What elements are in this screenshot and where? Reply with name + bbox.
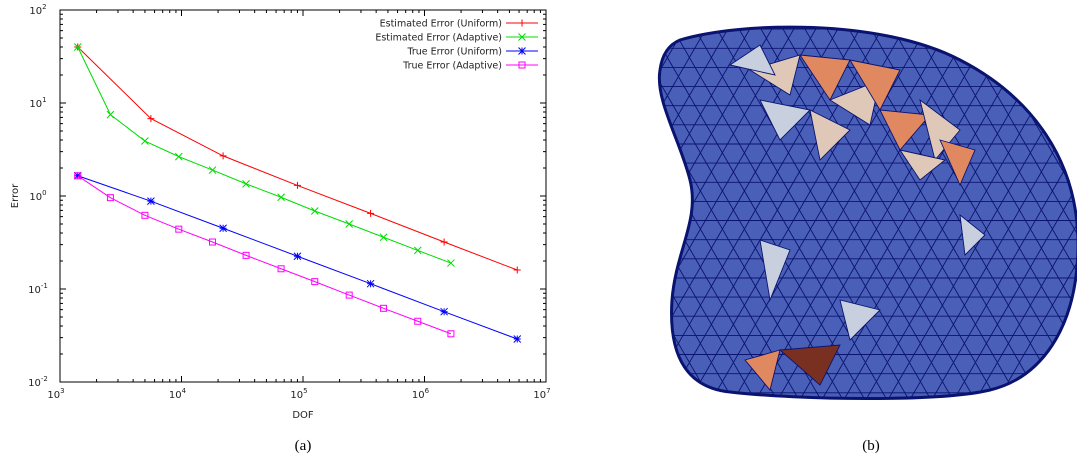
data-point [447,330,455,338]
data-point [208,166,217,174]
refined-element [939,139,976,187]
refined-element [839,299,881,341]
series-1 [74,43,521,274]
data-point [73,43,82,51]
data-point [379,233,388,242]
data-point [242,180,250,188]
data-point [277,265,285,273]
data-point [440,238,448,246]
series-4 [74,172,455,338]
data-point [414,317,422,325]
data-point [106,194,114,202]
data-point [380,304,388,312]
mesh-outline [657,25,1077,400]
data-point [513,335,522,343]
data-point [141,211,149,219]
data-point [345,220,354,228]
data-point [367,209,375,217]
refined-element [809,109,851,161]
data-point [219,224,227,233]
legend-marker [518,47,526,55]
data-point [345,291,353,299]
axis-ticks: 103 104 105 106 107 10-2 10-1 100 101 102 [28,3,550,401]
legend-label: True Error (Uniform) [406,47,502,58]
x-tick-label: 103 [47,387,64,401]
series-3 [73,171,522,343]
y-tick-label: 10-1 [28,282,48,296]
refined-element [959,213,986,256]
series-line [77,46,452,264]
refined-element [759,239,791,302]
data-point [310,207,319,215]
legend-marker [518,19,526,27]
refined-element [799,54,851,101]
data-point [209,238,217,246]
data-point [219,152,227,160]
data-point [293,252,302,261]
data-point [311,278,319,286]
data-point [293,181,301,189]
refined-element [744,349,781,391]
series-line [77,175,452,335]
x-axis-label: DOF [292,410,314,421]
data-point [174,152,183,161]
x-tick-label: 107 [533,387,550,401]
data-point [242,251,250,259]
refined-element [849,59,901,111]
data-point [147,115,155,123]
x-tick-label: 104 [169,387,187,401]
y-axis-label: Error [10,183,21,208]
series-2 [73,43,455,267]
data-point [147,197,155,206]
refined-element [778,344,841,386]
legend-label: Estimated Error (Uniform) [380,19,502,30]
y-tick-label: 100 [29,189,46,203]
refined-element [728,44,776,76]
refined-patches [728,44,986,391]
y-tick-label: 101 [29,96,46,110]
caption-a: (a) [295,438,312,454]
refined-element [879,109,931,151]
refined-element [899,149,947,181]
data-point [141,137,149,145]
mesh-edges [659,27,1077,399]
data-point [440,307,448,316]
data-point [74,172,82,180]
x-tick-label: 106 [412,387,430,401]
adaptive-mesh-image [657,25,1077,400]
legend-label: Estimated Error (Adaptive) [375,33,502,44]
x-tick-label: 105 [290,387,307,401]
mesh-triangles [659,27,1077,399]
data-point [413,246,422,255]
legend-marker [518,61,526,69]
series-layer [73,43,522,343]
caption-b: (b) [862,438,880,454]
legend: Estimated Error (Uniform) Estimated Error… [375,19,538,72]
data-point [447,259,455,267]
data-point [513,266,521,274]
refined-element [759,99,811,141]
data-point [175,225,183,233]
series-line [77,46,518,271]
error-convergence-chart: 103 104 105 106 107 10-2 10-1 100 101 102 Estimat… [10,3,551,421]
data-point [277,193,285,202]
data-point [106,110,115,119]
legend-marker [518,33,526,41]
y-tick-label: 10-2 [28,375,48,389]
data-point [366,279,375,288]
y-tick-label: 102 [29,3,46,17]
legend-label: True Error (Adaptive) [402,61,502,72]
